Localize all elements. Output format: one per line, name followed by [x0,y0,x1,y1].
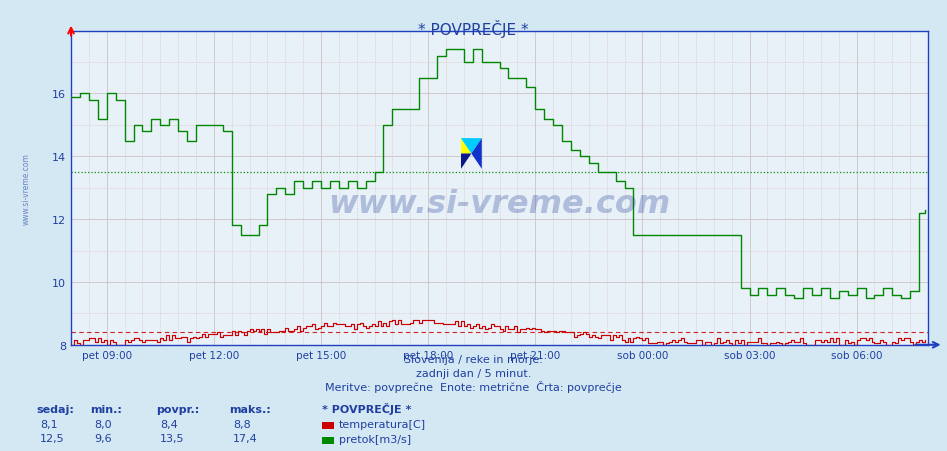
Polygon shape [461,139,472,154]
Polygon shape [461,154,472,170]
Text: www.si-vreme.com: www.si-vreme.com [22,152,31,224]
Text: 12,5: 12,5 [40,433,64,443]
Polygon shape [472,139,482,170]
Text: 8,8: 8,8 [233,419,251,428]
Text: 9,6: 9,6 [94,433,112,443]
Text: 8,4: 8,4 [160,419,178,428]
Text: maks.:: maks.: [229,404,271,414]
Text: 8,1: 8,1 [40,419,58,428]
Text: 8,0: 8,0 [94,419,112,428]
Text: * POVPREČJE *: * POVPREČJE * [419,20,528,38]
Text: pretok[m3/s]: pretok[m3/s] [339,433,411,443]
Text: min.:: min.: [90,404,122,414]
Text: sedaj:: sedaj: [36,404,74,414]
Polygon shape [461,139,482,154]
Text: www.si-vreme.com: www.si-vreme.com [329,189,670,220]
Text: Meritve: povprečne  Enote: metrične  Črta: povprečje: Meritve: povprečne Enote: metrične Črta:… [325,380,622,391]
Text: temperatura[C]: temperatura[C] [339,419,426,428]
Text: 17,4: 17,4 [233,433,258,443]
Text: zadnji dan / 5 minut.: zadnji dan / 5 minut. [416,368,531,377]
Text: Slovenija / reke in morje.: Slovenija / reke in morje. [404,354,543,364]
Text: 13,5: 13,5 [160,433,185,443]
Text: * POVPREČJE *: * POVPREČJE * [322,402,411,414]
Text: povpr.:: povpr.: [156,404,200,414]
